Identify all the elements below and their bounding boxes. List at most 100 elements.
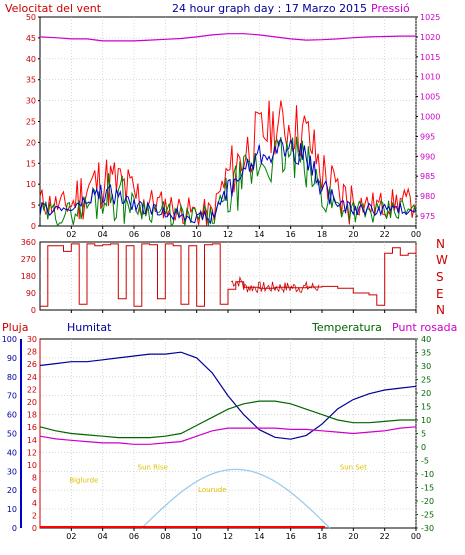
wind-x-tick-label: 16 xyxy=(286,230,296,239)
humidity-y-tick-label: 0 xyxy=(12,524,17,533)
humidity-y-tick-label: 20 xyxy=(7,486,17,495)
rain-y-tick-label: 6 xyxy=(32,486,37,495)
thermo-x-tick-label: 16 xyxy=(286,532,296,541)
temperature-y-tick-label: 30 xyxy=(421,362,431,371)
dewpoint-line xyxy=(39,426,417,445)
pressure-y-tick-label: 1020 xyxy=(420,33,440,42)
temperature-y-tick-label: -15 xyxy=(421,484,434,493)
pressure-y-tick-label: 980 xyxy=(420,192,435,201)
humidity-y-tick-label: 50 xyxy=(7,430,17,439)
direction-y-tick-label: 180 xyxy=(21,272,36,281)
humidity-y-tick-label: 60 xyxy=(7,411,17,420)
thermo-x-tick-label: 22 xyxy=(380,532,390,541)
wind-line xyxy=(39,136,417,228)
rain-y-tick-label: 8 xyxy=(32,474,37,483)
thermo-x-tick-label: 12 xyxy=(223,532,233,541)
temperature-y-tick-label: 25 xyxy=(421,376,431,385)
thermo-x-tick-label: 06 xyxy=(129,532,139,541)
rain-title: Pluja xyxy=(2,321,28,334)
temperature-line xyxy=(39,400,416,439)
wind-x-tick-label: 06 xyxy=(129,230,139,239)
rain-y-tick-label: 22 xyxy=(27,385,37,394)
rain-y-tick-label: 18 xyxy=(27,411,37,420)
temperature-y-tick-label: -30 xyxy=(421,524,434,533)
pressure-y-tick-label: 1015 xyxy=(420,53,440,62)
wind-speed-title: Velocitat del vent xyxy=(5,2,102,15)
sun-annotation: Biglurde xyxy=(69,477,98,485)
sun-curve xyxy=(141,468,331,529)
temperature-title: Temperatura xyxy=(311,321,382,334)
wind-x-tick-label: 00 xyxy=(411,230,421,239)
thermo-x-tick-label: 14 xyxy=(254,532,264,541)
wind-y-tick-label: 10 xyxy=(26,180,36,189)
wind-y-tick-label: 20 xyxy=(26,138,36,147)
direction-label-w: W xyxy=(436,253,448,267)
sun-annotation: Sun Set xyxy=(340,463,367,471)
direction-noise-line xyxy=(230,275,320,294)
direction-label-n-top: N xyxy=(436,237,445,251)
temperature-y-tick-label: -25 xyxy=(421,511,434,520)
humidity-title: Humitat xyxy=(67,321,112,334)
temperature-y-tick-label: 0 xyxy=(421,443,426,452)
wind-y-tick-label: 40 xyxy=(26,55,36,64)
pressure-y-tick-label: 1005 xyxy=(420,93,440,102)
temperature-y-tick-label: 15 xyxy=(421,403,431,412)
dewpoint-title: Punt rosada xyxy=(392,321,457,334)
temperature-y-tick-label: 5 xyxy=(421,430,426,439)
direction-y-tick-label: 90 xyxy=(26,289,36,298)
direction-y-tick-label: 0 xyxy=(31,306,36,315)
gust-line xyxy=(39,100,417,226)
rain-y-tick-label: 28 xyxy=(27,348,37,357)
thermo-x-tick-label: 10 xyxy=(192,532,202,541)
wind-y-tick-label: 5 xyxy=(31,201,36,210)
direction-line xyxy=(40,243,417,307)
rain-y-tick-label: 14 xyxy=(27,436,37,445)
pressure-y-tick-label: 990 xyxy=(420,152,435,161)
thermo-x-tick-label: 02 xyxy=(66,532,76,541)
thermo-x-tick-label: 08 xyxy=(160,532,170,541)
humidity-line xyxy=(39,351,417,440)
pressure-y-tick-label: 975 xyxy=(420,212,435,221)
wind-x-tick-label: 20 xyxy=(348,230,358,239)
temperature-y-tick-label: 35 xyxy=(421,349,431,358)
wind-y-tick-label: 25 xyxy=(26,118,36,127)
direction-label-n-bottom: N xyxy=(436,303,445,317)
temperature-y-tick-label: 20 xyxy=(421,389,431,398)
sun-annotation: Sun Rise xyxy=(138,463,168,471)
humidity-y-tick-label: 70 xyxy=(7,392,17,401)
wind-y-tick-label: 45 xyxy=(26,34,36,43)
rain-y-tick-label: 10 xyxy=(27,461,37,470)
pressure-y-tick-label: 1010 xyxy=(420,73,440,82)
wind-y-tick-label: 30 xyxy=(26,97,36,106)
wind-x-tick-label: 08 xyxy=(160,230,170,239)
temperature-y-tick-label: 10 xyxy=(421,416,431,425)
temperature-y-tick-label: -10 xyxy=(421,470,434,479)
pressure-line xyxy=(39,33,416,42)
wind-x-tick-label: 22 xyxy=(380,230,390,239)
humidity-y-tick-label: 100 xyxy=(2,335,17,344)
rain-y-tick-label: 12 xyxy=(27,448,37,457)
chart-title: 24 hour graph day : 17 Marzo 2015 xyxy=(172,2,367,15)
rain-y-tick-label: 20 xyxy=(27,398,37,407)
rain-y-tick-label: 26 xyxy=(27,360,37,369)
wind-x-tick-label: 02 xyxy=(66,230,76,239)
wind-y-tick-label: 50 xyxy=(26,13,36,22)
humidity-y-tick-label: 10 xyxy=(7,505,17,514)
rain-y-tick-label: 2 xyxy=(32,511,37,520)
direction-y-tick-label: 270 xyxy=(21,255,36,264)
thermo-x-tick-label: 04 xyxy=(98,532,108,541)
thermo-x-tick-label: 18 xyxy=(317,532,327,541)
thermo-x-tick-label: 20 xyxy=(348,532,358,541)
wind-x-tick-label: 18 xyxy=(317,230,327,239)
humidity-y-tick-label: 80 xyxy=(7,373,17,382)
direction-label-s: S xyxy=(436,270,444,284)
rain-y-tick-label: 0 xyxy=(32,524,37,533)
temperature-y-tick-label: 40 xyxy=(421,335,431,344)
wind-y-tick-label: 35 xyxy=(26,76,36,85)
temperature-y-tick-label: -5 xyxy=(421,457,429,466)
wind-x-tick-label: 10 xyxy=(192,230,202,239)
rain-y-tick-label: 16 xyxy=(27,423,37,432)
pressure-y-tick-label: 985 xyxy=(420,172,435,181)
sun-annotation: Lourude xyxy=(198,486,227,494)
